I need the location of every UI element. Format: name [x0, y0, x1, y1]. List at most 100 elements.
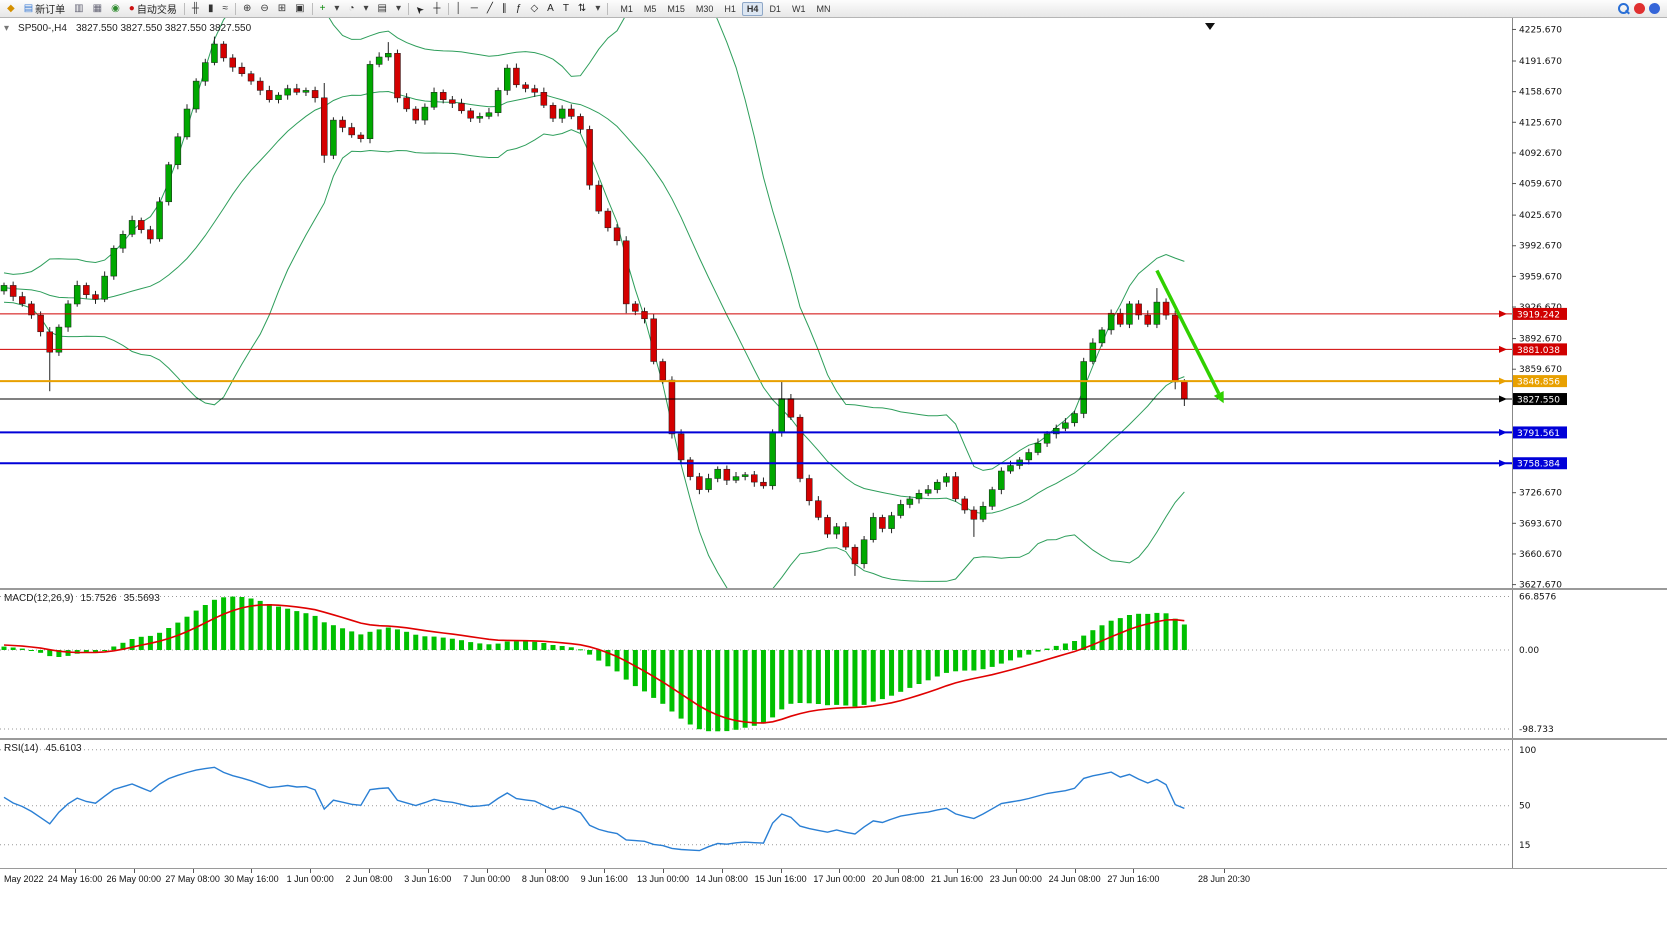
navigator-icon[interactable]: ◉: [107, 0, 124, 17]
templates-caret-icon[interactable]: ▾: [392, 0, 405, 17]
timeframe-w1[interactable]: W1: [791, 3, 806, 14]
zoom-out-icon-glyph: ⊖: [260, 2, 269, 14]
zoom-out-icon[interactable]: ⊖: [256, 0, 272, 17]
symbol-menu-icon[interactable]: ▾: [4, 22, 10, 34]
svg-text:3627.670: 3627.670: [1519, 581, 1562, 588]
svg-text:-98.733: -98.733: [1519, 725, 1554, 735]
rsi-guides: 100 50 15: [0, 746, 1536, 851]
market-watch-icon[interactable]: ▥: [70, 0, 87, 17]
data-window-icon[interactable]: ▦: [89, 0, 106, 17]
crosshair-icon-glyph: ┼: [433, 2, 441, 14]
templates-caret-icon-glyph: ▾: [395, 2, 402, 14]
indicators-caret-icon-glyph: ▾: [334, 2, 340, 14]
zoom-in-icon-glyph: ⊕: [242, 2, 252, 14]
line-chart-icon[interactable]: ≈: [218, 0, 232, 17]
svg-text:50: 50: [1519, 802, 1531, 812]
auto-trading-button[interactable]: ● 自动交易: [125, 0, 181, 17]
svg-text:4059.670: 4059.670: [1519, 180, 1562, 190]
timeframe-m15[interactable]: M15: [667, 3, 685, 14]
search-icon[interactable]: [1618, 2, 1630, 15]
cascade-windows-icon[interactable]: ▣: [291, 0, 308, 17]
toolbar-right-group: [1618, 2, 1664, 15]
periods-icon[interactable]: ◔: [344, 0, 358, 17]
text-icon-glyph: A: [547, 2, 554, 14]
price-chart-panel[interactable]: 4225.670 4191.670 4158.670 4125.670 4092.670…: [0, 18, 1667, 590]
svg-text:3859.670: 3859.670: [1519, 365, 1562, 375]
cursor-icon-glyph: ➤: [413, 1, 427, 16]
templates-icon[interactable]: ▤: [374, 0, 391, 17]
time-axis[interactable]: May 2022 24 May 16:00 26 May 00:00 27 May 0…: [0, 869, 1667, 887]
time-axis-label: 15 Jun 16:00: [754, 874, 807, 884]
channel-icon[interactable]: ∥: [498, 0, 511, 17]
time-axis-tick: [1074, 869, 1076, 873]
macd-canvas[interactable]: 66.8576 0.00 -98.733: [0, 590, 1667, 738]
timeframe-d1[interactable]: D1: [769, 3, 781, 14]
macd-panel[interactable]: 66.8576 0.00 -98.733 MACD(12,26,9) 15.7526…: [0, 590, 1667, 740]
price-axis[interactable]: 4225.670 4191.670 4158.670 4125.670 4092.670…: [1512, 18, 1567, 588]
macd-histogram: [1, 596, 1187, 732]
timeframe-h1[interactable]: H1: [724, 3, 736, 14]
chart-area: 4225.670 4191.670 4158.670 4125.670 4092.670…: [0, 18, 1667, 943]
text-icon[interactable]: A: [543, 0, 558, 17]
crosshair-icon[interactable]: ┼: [429, 0, 444, 17]
shapes-icon[interactable]: ◇: [526, 0, 542, 17]
horizontal-levels[interactable]: [0, 310, 1512, 467]
time-axis-label: 28 Jun 20:30: [1197, 874, 1251, 884]
indicators-add-icon-glyph: +: [319, 2, 326, 14]
periods-caret-icon-glyph: ▾: [363, 2, 369, 14]
time-axis-tick: [251, 869, 253, 873]
arrows-icon-glyph: ⇅: [577, 2, 587, 14]
time-axis-label: 24 Jun 08:00: [1048, 874, 1101, 884]
price-level-chip: 3846.856: [1513, 375, 1567, 388]
macd-signal-line: [3, 603, 1185, 724]
time-axis-tick: [839, 869, 841, 873]
horizontal-line-icon[interactable]: ─: [467, 0, 482, 17]
community-badge[interactable]: [1649, 3, 1660, 14]
toolbar-left-group: ◆ ▤ 新订单 ▥ ▦ ◉ ● 自动交易 ╫ ▮ ≈ ⊕ ⊖ ⊞ ▣ + ▾ ◔ ▾ ▤ ▾ ➤ ┼ │ ─ ╱ ∥ ƒ ◇ A T ⇅ ▾: [3, 0, 610, 17]
rsi-canvas[interactable]: 100 50 15: [0, 740, 1667, 868]
auto-trading-glyph: ●: [128, 2, 135, 14]
toolbar-separator: [408, 2, 410, 15]
trendline-icon[interactable]: ╱: [483, 0, 497, 17]
time-axis-tick: [1224, 869, 1225, 873]
price-chart-canvas[interactable]: 4225.670 4191.670 4158.670 4125.670 4092.670…: [0, 18, 1667, 588]
svg-text:100: 100: [1519, 746, 1536, 756]
time-axis-tick: [369, 869, 370, 873]
bollinger-bands: [3, 18, 1185, 588]
price-level-chip: 3791.561: [1513, 426, 1567, 439]
time-axis-tick: [721, 869, 723, 873]
timeframe-m30[interactable]: M30: [695, 3, 714, 14]
time-axis-tick: [192, 869, 194, 873]
data-window-icon-glyph: ▦: [92, 2, 103, 14]
rsi-name: RSI(14): [4, 743, 39, 754]
fibonacci-icon[interactable]: ƒ: [512, 0, 526, 17]
arrows-caret-icon-glyph: ▾: [595, 2, 601, 14]
text-label-icon[interactable]: T: [559, 0, 573, 17]
indicators-caret-icon[interactable]: ▾: [330, 0, 343, 17]
app-icon[interactable]: ◆: [3, 0, 19, 17]
chart-symbol-label: ▾ SP500-,H4 3827.550 3827.550 3827.550 3…: [4, 23, 251, 34]
vertical-line-icon[interactable]: │: [452, 0, 466, 17]
timeframe-h4[interactable]: H4: [741, 1, 764, 16]
time-axis-tick: [545, 869, 547, 873]
trend-arrow-annotation[interactable]: [1155, 269, 1224, 404]
arrows-caret-icon[interactable]: ▾: [591, 0, 604, 17]
timeframe-m1[interactable]: M1: [620, 3, 633, 14]
candlestick-icon[interactable]: ▮: [204, 0, 218, 17]
new-order-button[interactable]: ▤ 新订单: [20, 0, 69, 17]
arrows-icon[interactable]: ⇅: [574, 0, 590, 17]
cursor-icon[interactable]: ➤: [412, 0, 428, 17]
tile-windows-icon[interactable]: ⊞: [274, 0, 290, 17]
timeframe-mn[interactable]: MN: [816, 3, 831, 14]
time-axis-tick: [133, 869, 135, 873]
scroll-marker-icon[interactable]: [1205, 23, 1215, 30]
timeframe-m5[interactable]: M5: [643, 3, 657, 14]
periods-caret-icon[interactable]: ▾: [360, 0, 373, 17]
rsi-panel[interactable]: 100 50 15 RSI(14) 45.6103: [0, 740, 1667, 869]
zoom-in-icon[interactable]: ⊕: [239, 0, 255, 17]
alert-badge[interactable]: [1634, 3, 1645, 14]
svg-text:3959.670: 3959.670: [1519, 272, 1562, 282]
ohlc-bars-icon[interactable]: ╫: [188, 0, 203, 17]
indicators-add-icon[interactable]: +: [316, 0, 330, 17]
auto-trading-button-label: 自动交易: [136, 5, 177, 16]
